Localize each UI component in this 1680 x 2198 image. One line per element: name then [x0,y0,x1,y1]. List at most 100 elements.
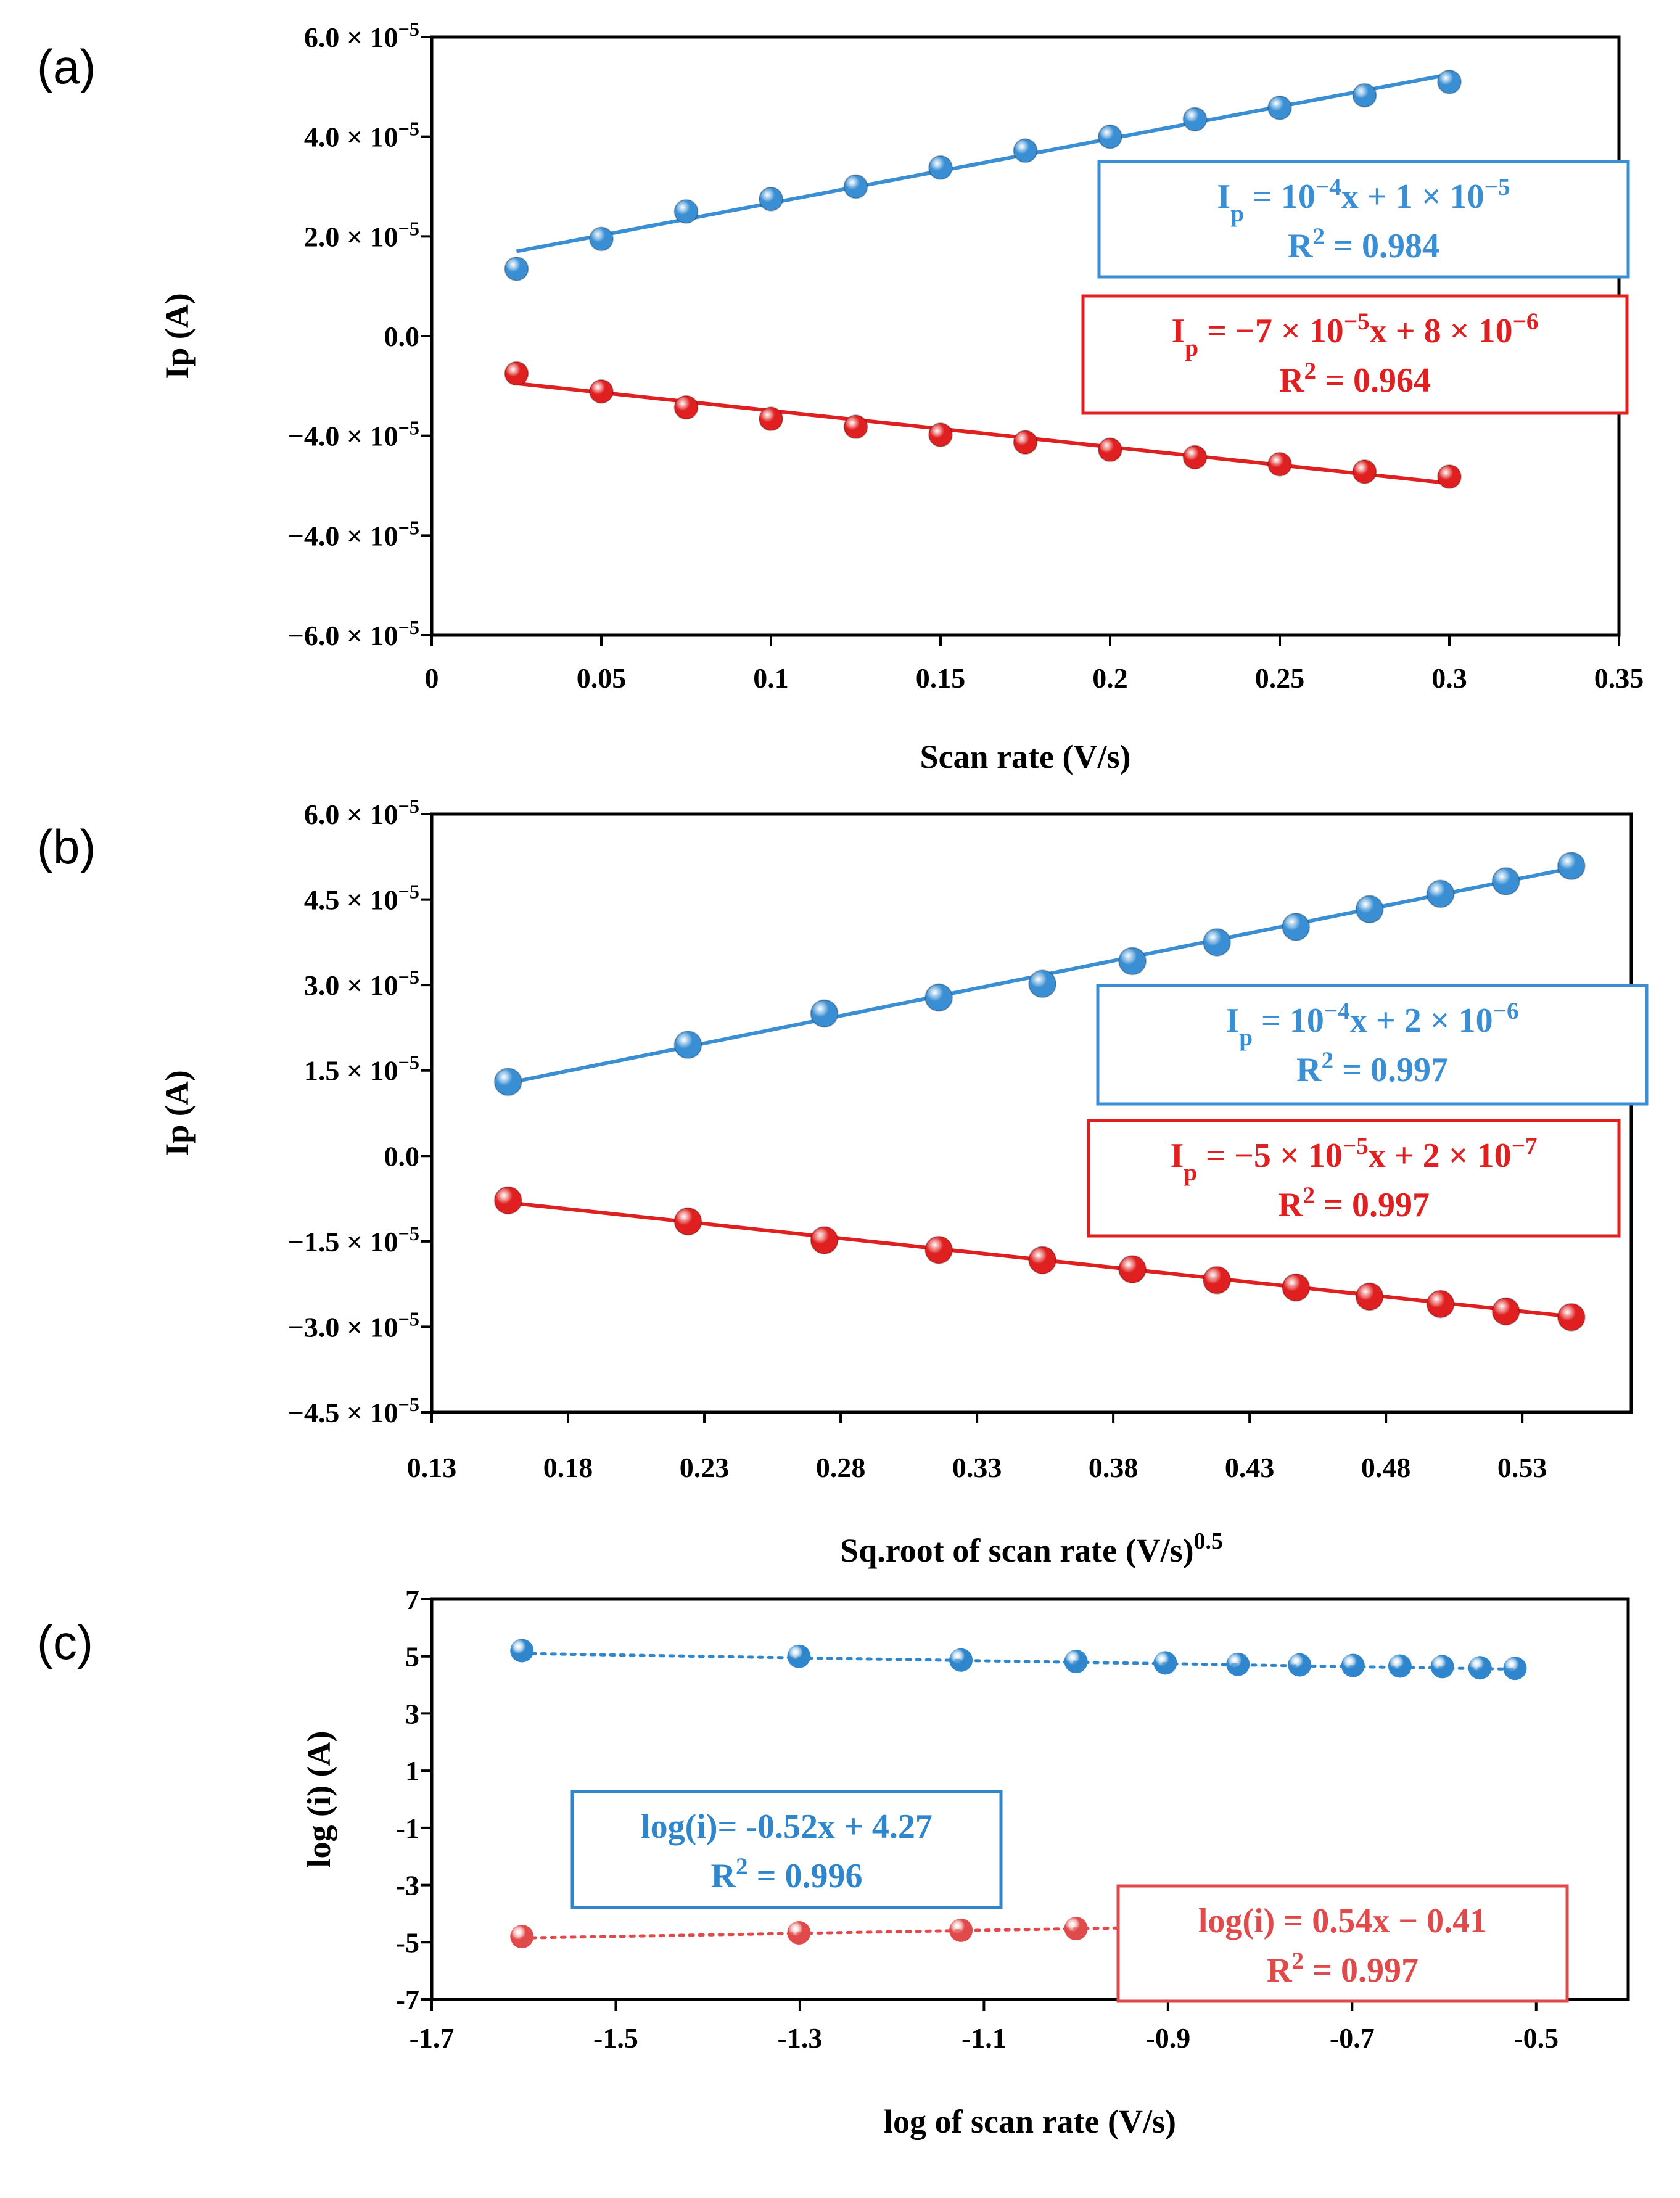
panel-2: (b) 6.0 × 10−5 4.5 × 10−5 3.0 × 10−5 1.5 × 1… [37,795,1649,1569]
data-point [589,379,614,404]
data-point [843,414,868,440]
series-2: Ip = −5 × 10−5x + 2 × 10−7R2 = 0.997 [493,1119,1621,1332]
data-point [1203,1266,1232,1295]
data-point [1182,107,1208,132]
x-tick-label: 0.25 [1255,662,1305,694]
x-tick-label: 0.48 [1361,1452,1411,1483]
data-point [1352,459,1377,484]
equation-box [1081,294,1629,415]
data-point [1288,1653,1312,1677]
x-tick-label: 0.53 [1497,1452,1547,1483]
panel-1: (a) 6.0 × 10−5 4.0 × 10−5 2.0 × 10−5 0.0 −4.0… [37,18,1644,775]
y-tick-label: -1 [396,1813,419,1844]
data-point [673,1207,702,1236]
panel-letter: (b) [37,820,96,874]
regression-equation: Ip = −5 × 10−5x + 2 × 10−7 [1170,1133,1537,1186]
data-point [673,1031,702,1060]
y-tick-label: -5 [396,1927,419,1958]
y-axis-label: Ip (A) [159,293,196,379]
r-squared: R2 = 0.997 [1267,1948,1419,1990]
data-point [1013,138,1038,163]
data-point [1182,445,1208,470]
x-tick-label: 0.38 [1089,1452,1139,1483]
data-point [504,361,529,386]
y-tick-label: -3 [396,1870,419,1901]
data-point [1028,1246,1057,1275]
y-tick-label: −4.5 × 10−5 [288,1393,419,1428]
data-point [493,1186,522,1215]
x-tick-label: -0.5 [1513,2022,1559,2054]
x-tick-label: 0.15 [916,662,966,694]
data-point [673,395,699,420]
y-tick-label: 4.0 × 10−5 [304,118,419,153]
x-tick-label: 0.23 [680,1452,730,1483]
data-point [1355,895,1384,924]
data-point [1203,928,1232,957]
x-tick-label: 0.1 [753,662,789,694]
data-point [949,1918,973,1942]
data-point [928,422,953,448]
regression-equation: Ip = 10−4x + 2 × 10−6 [1225,998,1518,1051]
x-tick-label: 0.18 [543,1452,593,1483]
series-1: Ip = 10−4x + 1 × 10−5R2 = 0.984 [504,69,1630,281]
x-axis-label: Scan rate (V/s) [920,738,1131,775]
data-point [1282,1273,1311,1302]
trend-line [516,72,1450,253]
r-squared: R2 = 0.964 [1279,358,1431,400]
series-1: Ip = 10−4x + 2 × 10−6R2 = 0.997 [493,852,1649,1106]
data-point [1064,1650,1088,1674]
data-point [589,226,614,252]
r-squared: R2 = 0.997 [1296,1047,1448,1090]
series-2: Ip = −7 × 10−5x + 8 × 10−6R2 = 0.964 [504,294,1629,489]
y-axis-label: Ip (A) [159,1070,196,1156]
data-point [493,1068,522,1097]
y-tick-label: 7 [405,1584,419,1615]
y-tick-label: −6.0 × 10−5 [288,616,419,651]
data-point [1503,1657,1527,1681]
data-point [1226,1652,1250,1676]
data-point [924,983,953,1012]
y-tick-label: 5 [405,1641,419,1673]
data-point [1355,1282,1384,1311]
equation-box [1116,1884,1569,2003]
y-tick-label: -7 [396,1984,419,2015]
x-tick-label: 0.33 [952,1452,1002,1483]
data-point [1430,1655,1454,1679]
data-point [810,1226,839,1255]
data-point [504,256,529,281]
x-tick-label: -1.3 [778,2022,823,2054]
data-point [810,999,839,1028]
y-tick-label: 2.0 × 10−5 [304,217,419,252]
data-point [1491,1297,1520,1326]
x-axis-label: Sq.root of scan rate (V/s)0.5 [840,1528,1223,1569]
x-tick-label: 0.13 [407,1452,457,1483]
data-point [924,1235,953,1264]
data-point [1118,947,1147,976]
data-point [1557,1303,1586,1332]
data-point [1098,124,1122,149]
panel-letter: (c) [37,1615,93,1669]
data-point [1013,430,1038,455]
data-point [1341,1653,1365,1677]
data-point [1437,464,1462,489]
x-tick-label: -0.7 [1330,2022,1375,2054]
r-squared: R2 = 0.997 [1278,1182,1430,1225]
x-tick-label: -1.7 [410,2022,455,2054]
data-point [1557,852,1586,881]
data-point [510,1925,534,1949]
equation-box [1097,160,1630,279]
data-point [928,155,953,180]
r-squared: R2 = 0.996 [711,1853,863,1896]
y-tick-label: 6.0 × 10−5 [304,795,419,830]
x-tick-label: 0.28 [816,1452,866,1483]
data-point [759,186,783,212]
y-tick-label: 0.0 [384,321,420,352]
x-axis-label: log of scan rate (V/s) [884,2103,1176,2140]
data-point [949,1648,973,1672]
data-point [673,199,699,224]
y-tick-label: 1 [405,1755,419,1787]
data-point [1098,437,1122,463]
equation-box [570,1790,1003,1909]
x-tick-label: -0.9 [1145,2022,1190,2054]
data-point [1267,95,1292,120]
